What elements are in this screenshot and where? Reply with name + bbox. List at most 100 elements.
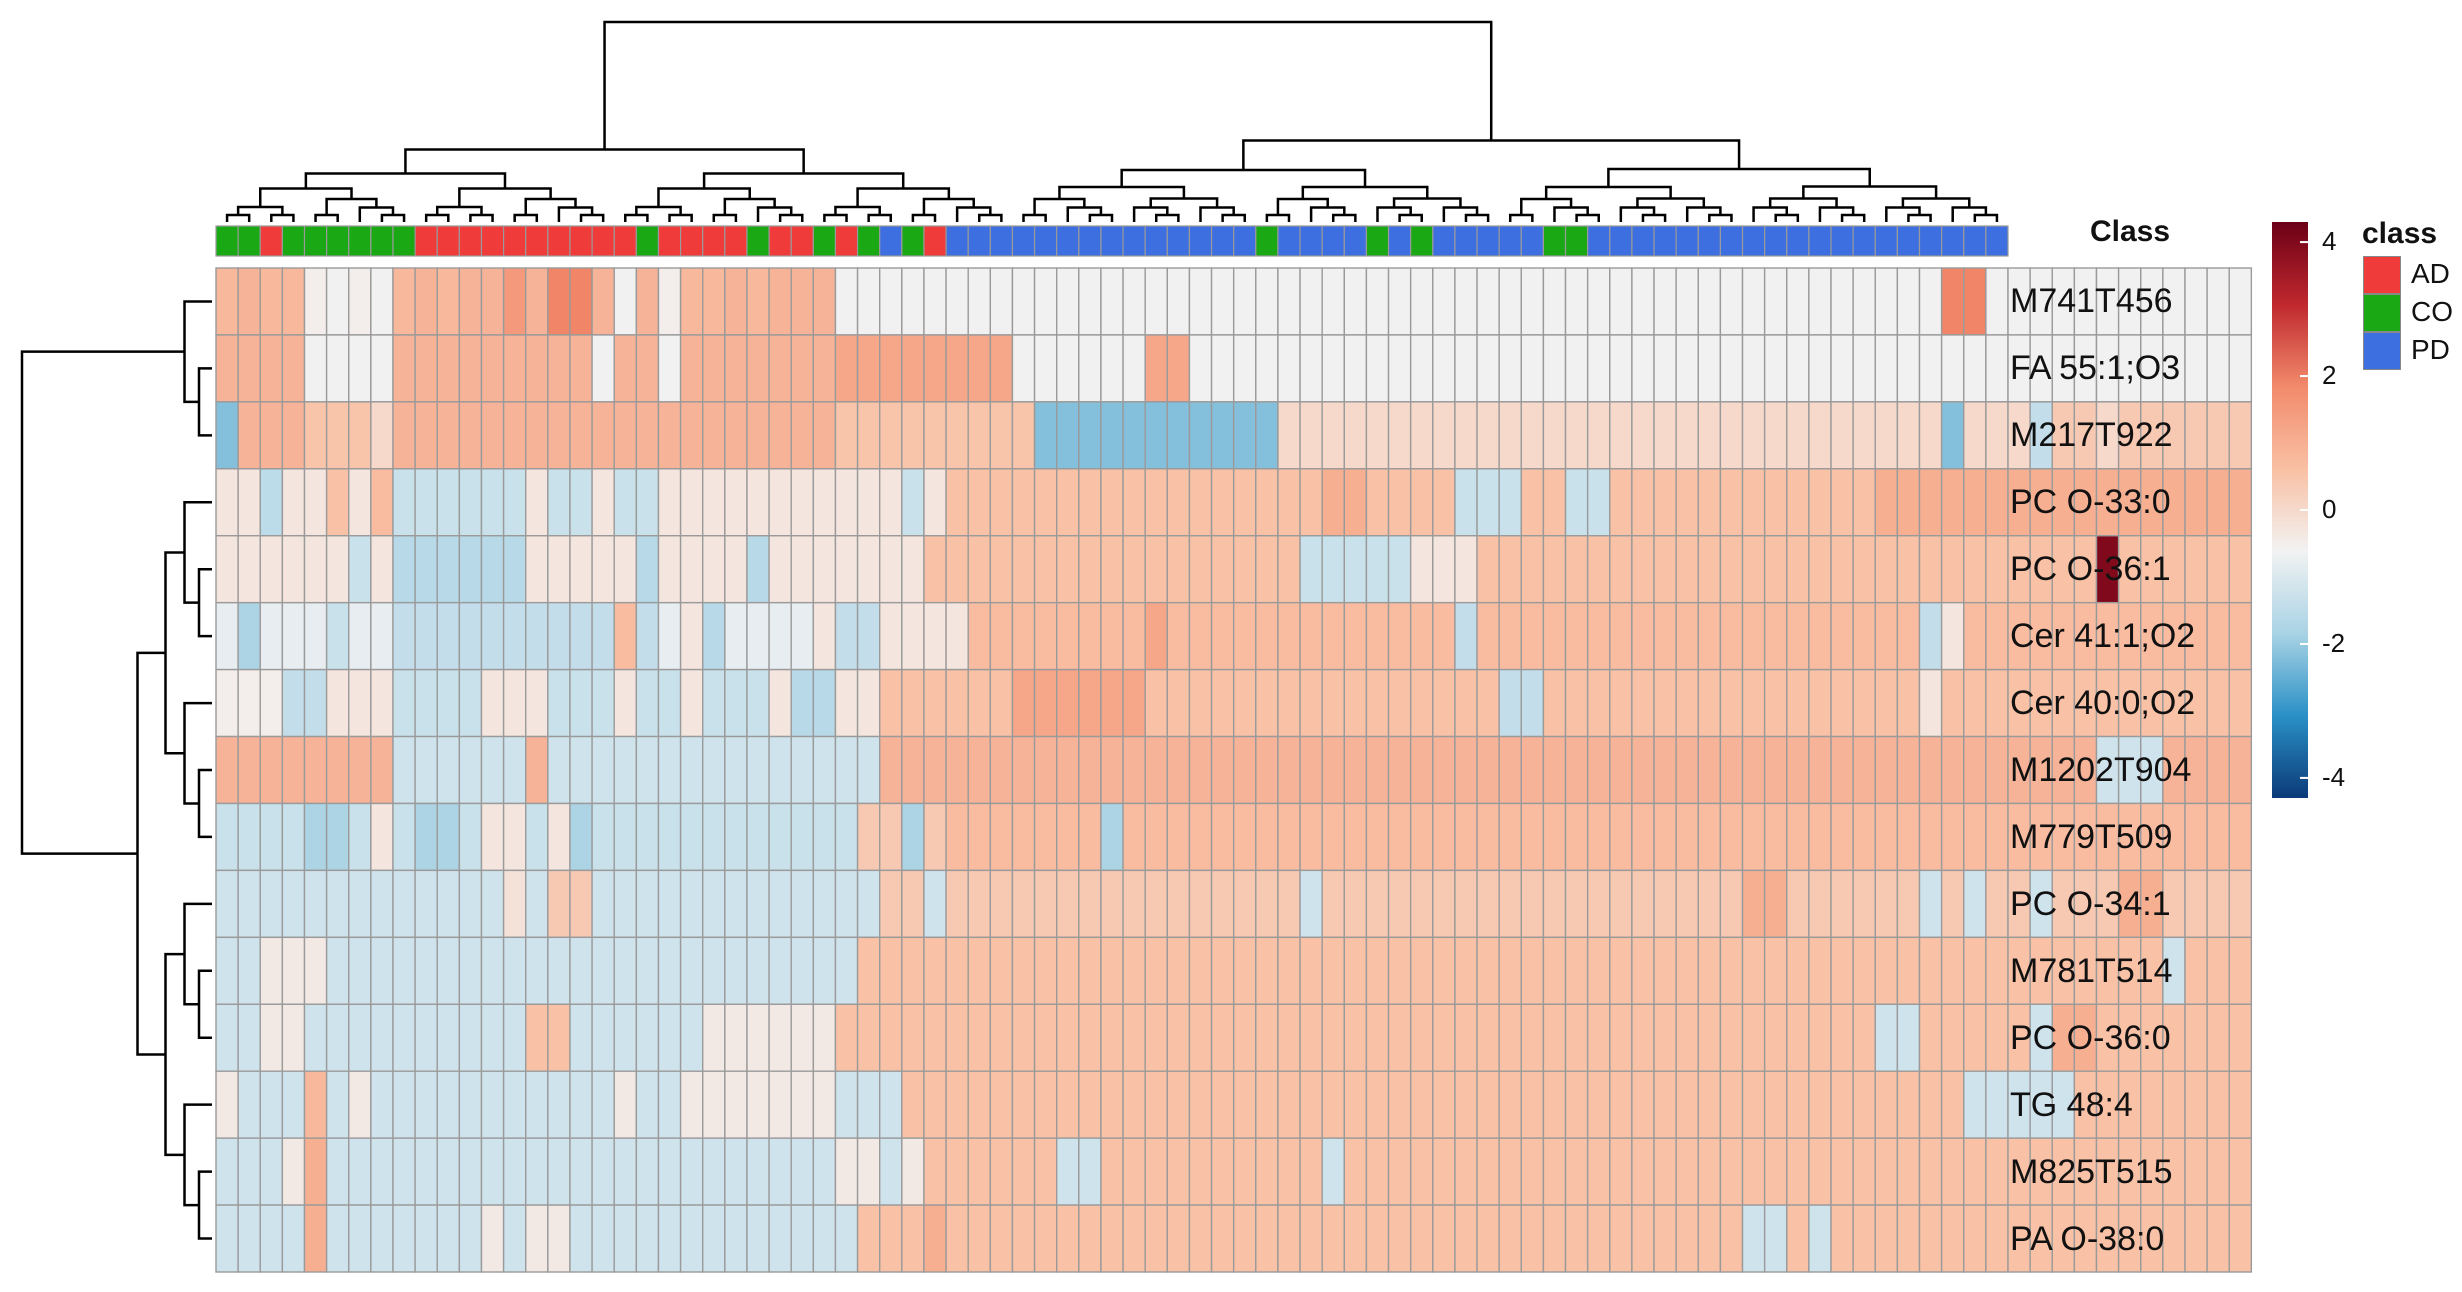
heatmap-cell [1432,668,1456,738]
heatmap-cell [591,267,615,336]
heatmap-cell [1055,802,1080,872]
heatmap-cell [923,668,947,738]
heatmap-cell [281,1204,306,1273]
heatmap-cell [1365,1204,1390,1273]
heatmap-cell [768,1204,792,1273]
heatmap-cell [1520,468,1545,537]
heatmap-cell [370,869,394,939]
heatmap-cell [569,936,593,1005]
heatmap-cell [591,535,615,604]
heatmap-cell [945,668,969,738]
heatmap-cell [702,1137,726,1206]
heatmap-cell [1255,1070,1279,1139]
heatmap-cell [856,802,881,872]
heatmap-cell [1033,267,1058,336]
heatmap-cell [657,936,682,1005]
heatmap-cell [1055,535,1080,604]
heatmap-cell [591,668,615,738]
heatmap-cell [569,802,593,872]
heatmap-cell [392,668,416,738]
heatmap-cell [1786,468,1810,537]
heatmap-cell [1520,1070,1545,1139]
heatmap-cell [259,535,284,604]
heatmap-cell [1100,1204,1124,1273]
heatmap-cell [2206,535,2230,604]
heatmap-cell [1542,869,1567,939]
column-dendrogram-branch [469,213,494,222]
heatmap-cell [923,1137,947,1206]
heatmap-cell [458,1204,483,1273]
heatmap-cell [724,869,748,939]
heatmap-cell [1144,535,1169,604]
heatmap-cell [1741,468,1766,537]
row-label: TG 48:4 [2010,1085,2133,1124]
heatmap-cell [702,735,726,805]
heatmap-cell [1985,334,2009,403]
heatmap-cell [1918,267,1943,336]
heatmap-cell [724,1003,748,1072]
column-dendrogram-branch [1802,185,1938,199]
heatmap-cell [834,401,859,470]
heatmap-cell [746,936,770,1005]
heatmap-cell [1808,869,1832,939]
heatmap-cell [879,334,903,403]
heatmap-cell [237,1204,261,1273]
heatmap-cell [1786,735,1810,805]
heatmap-cell [458,869,483,939]
heatmap-cell [1542,535,1567,604]
heatmap-cell [1122,468,1146,537]
heatmap-cell [1896,869,1921,939]
class-cell [1277,225,1301,257]
heatmap-cell [657,668,682,738]
heatmap-cell [1078,334,1102,403]
heatmap-cell [591,334,615,403]
heatmap-cell [1852,802,1876,872]
heatmap-cell [812,668,837,738]
class-cell [569,225,593,257]
heatmap-cell [502,1003,527,1072]
heatmap-cell [945,334,969,403]
heatmap-cell [1918,1137,1943,1206]
heatmap-cell [1963,468,1987,537]
column-dendrogram-branch [1901,197,1971,208]
heatmap-cell [1100,535,1124,604]
heatmap-cell [989,1070,1014,1139]
heatmap-cell [591,869,615,939]
heatmap-cell [724,735,748,805]
heatmap-cell [1188,334,1213,403]
heatmap-cell [1476,1137,1500,1206]
heatmap-cell [1409,601,1434,671]
heatmap-cell [1144,267,1169,336]
heatmap-cell [1985,1003,2009,1072]
heatmap-cell [989,1137,1014,1206]
heatmap-cell [1255,401,1279,470]
heatmap-cell [348,735,372,805]
class-cell [1343,225,1368,257]
heatmap-cell [1409,936,1434,1005]
heatmap-cell [1454,802,1478,872]
heatmap-cell [215,267,239,336]
heatmap-cell [1210,601,1235,671]
heatmap-cell [1232,869,1257,939]
class-cell [724,225,748,257]
heatmap-cell [525,1003,549,1072]
heatmap-cell [1432,936,1456,1005]
heatmap-cell [790,334,815,403]
heatmap-cell [2184,1070,2208,1139]
heatmap-cell [1719,267,1744,336]
heatmap-cell [1697,802,1722,872]
heatmap-cell [1343,1003,1368,1072]
heatmap-cell [1321,267,1345,336]
heatmap-cell [370,1137,394,1206]
heatmap-cell [1454,468,1478,537]
heatmap-cell [414,468,438,537]
heatmap-cell [1852,601,1876,671]
heatmap-cell [525,802,549,872]
column-dendrogram-root [603,20,1493,150]
heatmap-cell [1011,401,1036,470]
heatmap-cell [1653,401,1677,470]
heatmap-cell [1918,869,1943,939]
heatmap-cell [215,735,239,805]
heatmap-cell [1122,1137,1146,1206]
heatmap-cell [724,468,748,537]
